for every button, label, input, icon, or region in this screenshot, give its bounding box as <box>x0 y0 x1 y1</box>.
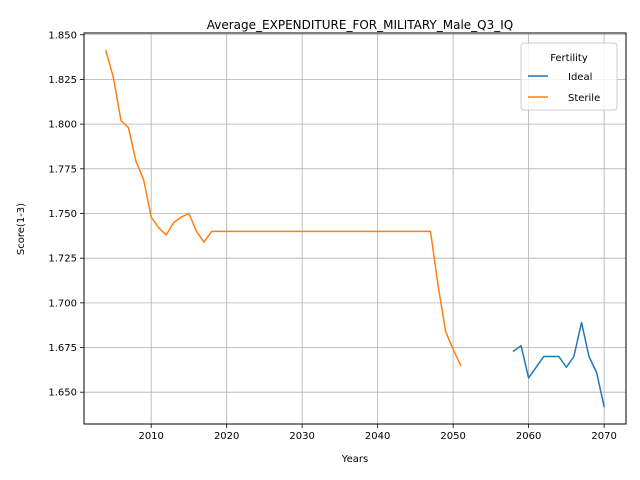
x-tick-label: 2010 <box>138 431 163 442</box>
x-tick-label: 2060 <box>516 431 541 442</box>
x-tick-label: 2070 <box>591 431 616 442</box>
y-tick-label: 1.775 <box>48 164 77 175</box>
y-tick-label: 1.825 <box>48 75 77 86</box>
plot-area-frame <box>83 32 627 425</box>
y-tick-label: 1.850 <box>48 30 77 41</box>
y-axis: 1.650 1.675 1.700 1.725 1.750 1.775 1.800 1.825… <box>48 30 84 399</box>
legend-box <box>520 42 618 111</box>
legend-label-sterile: Sterile <box>568 93 600 104</box>
x-tick-label: 2040 <box>365 431 390 442</box>
x-axis: 2010 2020 2030 2040 2050 2060 2070 <box>138 424 617 442</box>
y-tick-label: 1.675 <box>48 343 77 354</box>
y-tick-label: 1.650 <box>48 388 77 399</box>
y-tick-label: 1.800 <box>48 120 77 131</box>
y-tick-label: 1.725 <box>48 254 77 265</box>
chart-title: Average_EXPENDITURE_FOR_MILITARY_Male_Q3… <box>207 18 514 32</box>
x-tick-label: 2030 <box>289 431 314 442</box>
x-tick-label: 2050 <box>440 431 465 442</box>
series-line-ideal <box>512 321 605 408</box>
legend-title: Fertility <box>550 53 588 64</box>
y-tick-label: 1.750 <box>48 209 77 220</box>
x-tick-label: 2020 <box>214 431 239 442</box>
legend: Fertility Ideal Sterile <box>520 42 618 111</box>
legend-label-ideal: Ideal <box>568 72 592 83</box>
y-tick-label: 1.700 <box>48 298 77 309</box>
x-axis-title: Years <box>341 454 368 465</box>
series-lines <box>104 49 605 408</box>
series-line-sterile <box>104 49 462 367</box>
y-axis-title: Score(1-3) <box>16 203 27 255</box>
